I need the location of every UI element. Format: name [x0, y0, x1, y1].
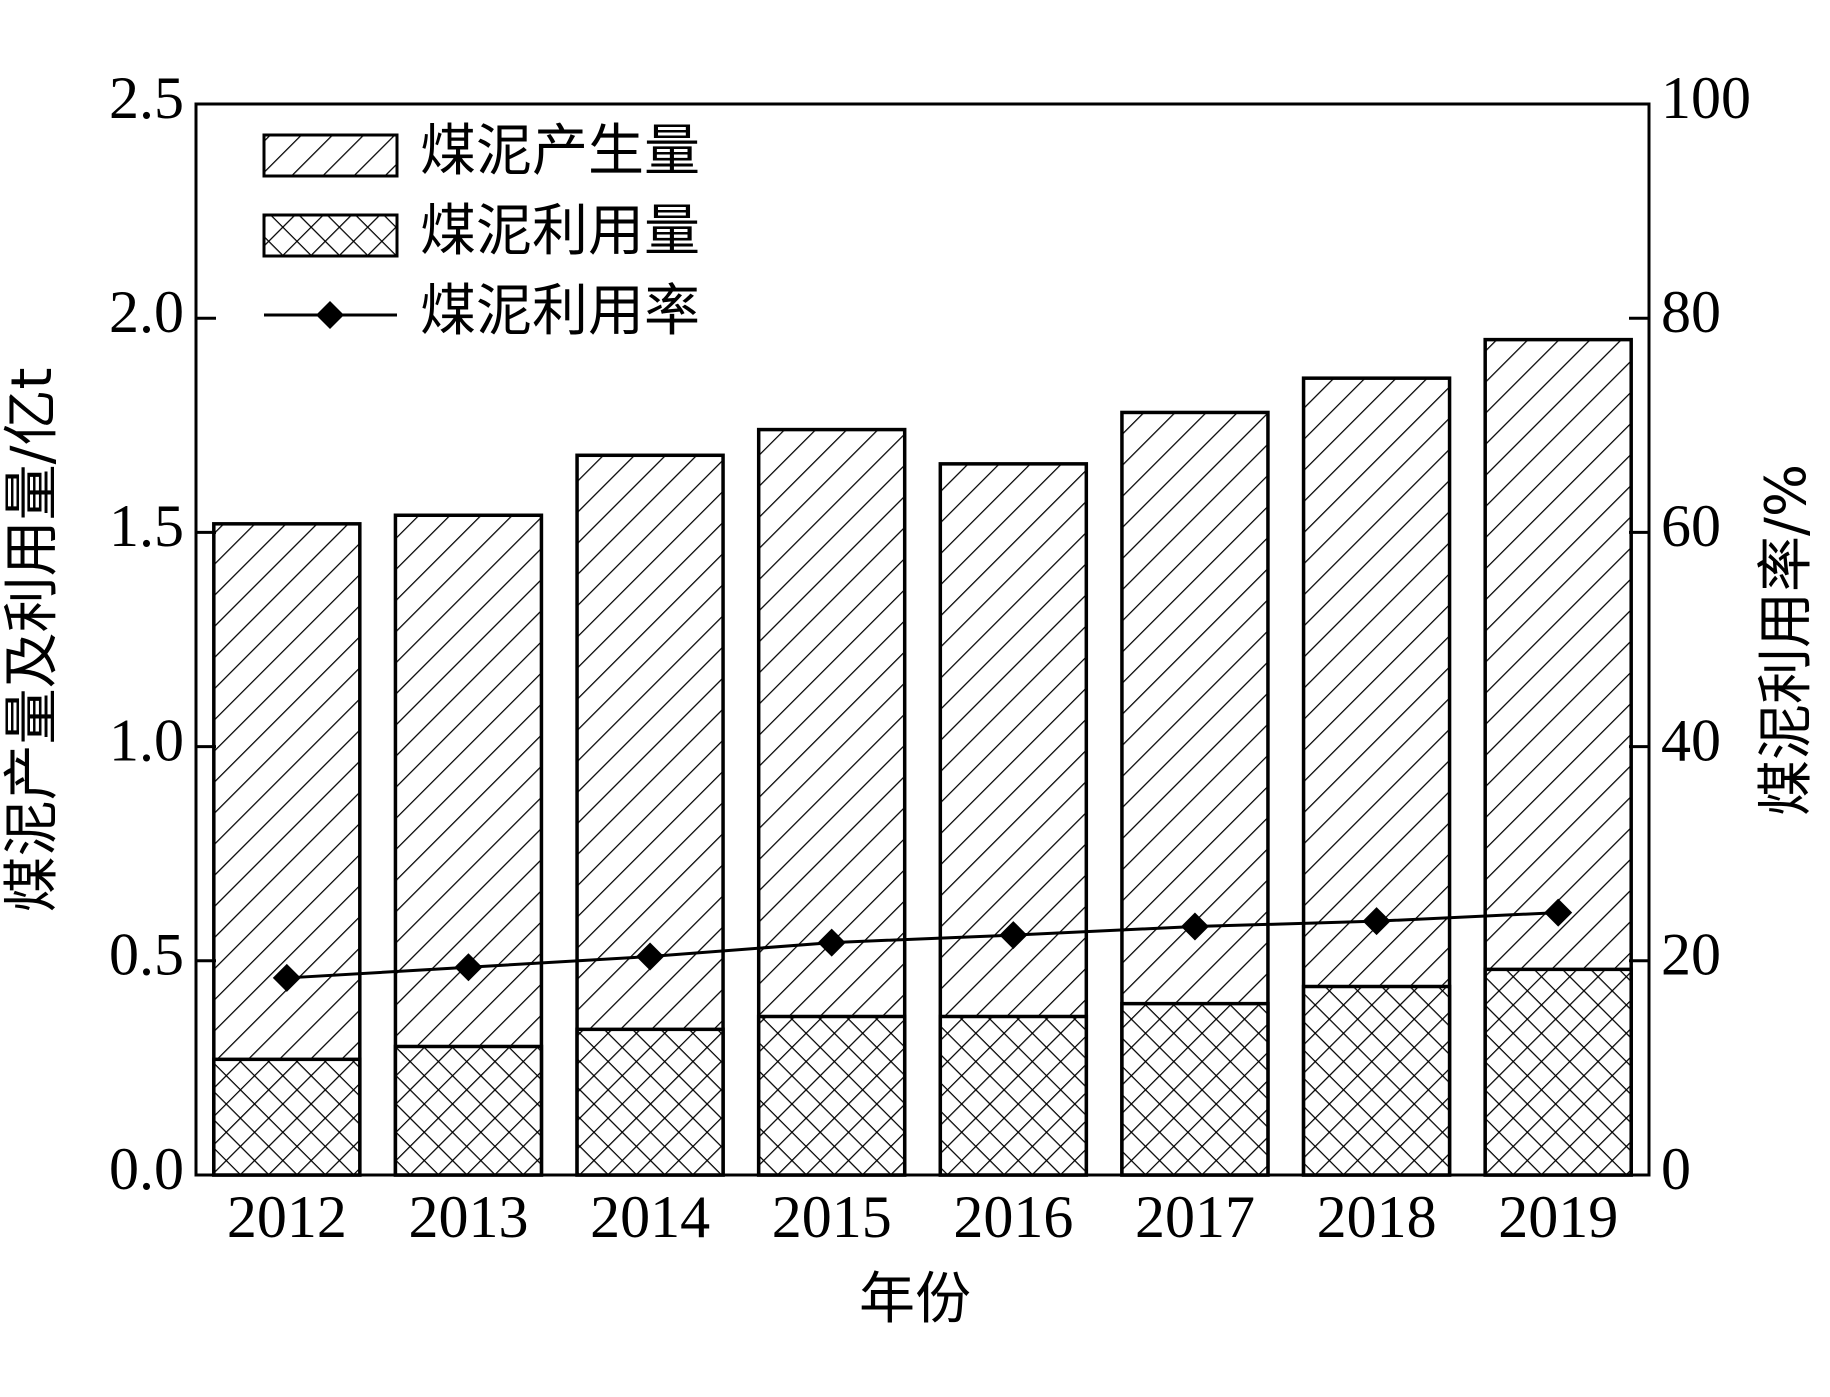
bar: [756, 1014, 907, 1177]
marker: [1180, 912, 1209, 941]
plot-frame: [194, 102, 1651, 1177]
bar: [938, 1014, 1089, 1177]
marker: [1544, 898, 1573, 927]
y2-tick-label: 0: [1661, 1136, 1691, 1202]
y-tick-label: 1.0: [109, 707, 184, 773]
y2-tick-label: 60: [1661, 493, 1721, 559]
y2-tick-label: 20: [1661, 922, 1721, 988]
marker: [454, 953, 483, 982]
bar: [212, 1057, 362, 1177]
bar: [1301, 984, 1452, 1177]
x-tick-label: 2017: [1135, 1184, 1255, 1250]
x-axis-title: 年份: [859, 1267, 971, 1332]
marker: [1362, 907, 1391, 936]
marker: [817, 928, 846, 957]
x-tick-label: 2013: [408, 1184, 528, 1250]
x-tick-label: 2016: [953, 1184, 1073, 1250]
y-tick-label: 1.5: [109, 493, 184, 559]
legend-label: 煤泥产生量: [420, 119, 700, 184]
legend-label: 煤泥利用率: [420, 279, 700, 344]
y-tick-label: 0.0: [109, 1136, 184, 1202]
legend-swatch: [262, 133, 399, 178]
y-tick-label: 2.5: [109, 65, 184, 131]
x-tick-label: 2019: [1498, 1184, 1618, 1250]
x-tick-label: 2012: [227, 1184, 347, 1250]
legend-swatch: [316, 301, 344, 329]
x-tick-label: 2014: [590, 1184, 710, 1250]
bar: [1120, 1001, 1270, 1177]
marker: [999, 921, 1028, 950]
y-tick-label: 0.5: [109, 922, 184, 988]
bar: [575, 1027, 725, 1177]
y-tick-label: 2.0: [109, 279, 184, 345]
bar: [393, 1044, 544, 1177]
x-tick-label: 2015: [772, 1184, 892, 1250]
y2-tick-label: 80: [1661, 279, 1721, 345]
marker: [272, 963, 301, 992]
bar: [1483, 967, 1633, 1177]
x-tick-label: 2018: [1317, 1184, 1437, 1250]
y-axis-title: 煤泥产量及利用量/亿t: [0, 368, 65, 913]
legend-swatch: [262, 213, 399, 258]
y2-axis-title: 煤泥利用率/%: [1754, 464, 1819, 816]
line: [286, 911, 1559, 980]
y2-tick-label: 40: [1661, 707, 1721, 773]
marker: [636, 942, 665, 971]
y2-tick-label: 100: [1661, 65, 1751, 131]
legend-label: 煤泥利用量: [420, 199, 700, 264]
